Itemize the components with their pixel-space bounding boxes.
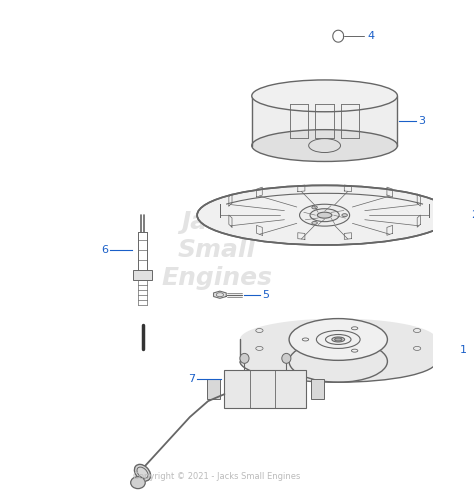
Ellipse shape [135,464,151,481]
Ellipse shape [252,130,397,161]
Ellipse shape [289,340,387,382]
Ellipse shape [252,80,397,112]
Ellipse shape [289,319,387,360]
Text: 3: 3 [419,116,425,126]
Text: 5: 5 [263,290,270,300]
Ellipse shape [131,477,145,489]
Ellipse shape [342,214,347,216]
Ellipse shape [312,206,317,209]
FancyBboxPatch shape [225,370,306,408]
Ellipse shape [300,204,350,226]
Text: 2: 2 [471,210,474,220]
FancyBboxPatch shape [207,379,220,399]
Circle shape [282,353,291,363]
Text: Jacks
Small
Engines: Jacks Small Engines [162,210,273,290]
Ellipse shape [310,209,339,221]
Polygon shape [240,319,437,382]
Ellipse shape [312,221,317,224]
Ellipse shape [197,185,452,245]
Ellipse shape [317,212,332,218]
Text: 1: 1 [459,345,466,355]
Ellipse shape [332,337,345,342]
Text: 7: 7 [188,374,195,384]
Polygon shape [133,270,152,280]
Ellipse shape [335,338,342,341]
Circle shape [240,353,249,363]
Polygon shape [252,80,397,161]
FancyBboxPatch shape [311,379,324,399]
Text: 6: 6 [101,245,108,255]
Polygon shape [214,291,226,298]
Text: 4: 4 [367,31,374,41]
Text: Copyright © 2021 - Jacks Small Engines: Copyright © 2021 - Jacks Small Engines [134,472,301,481]
